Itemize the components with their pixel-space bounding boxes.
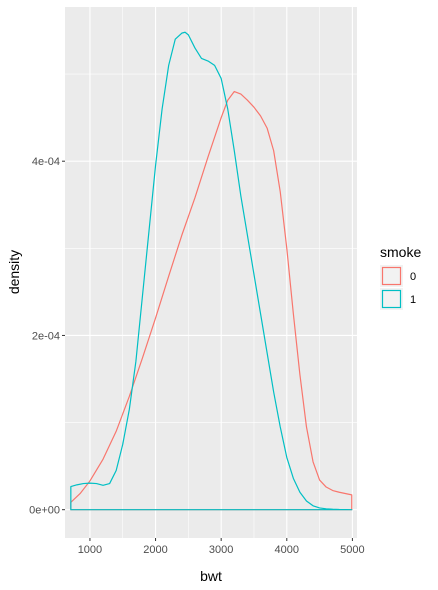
legend-title: smoke <box>380 244 421 260</box>
legend-label-0: 0 <box>410 271 416 283</box>
y-axis-title: density <box>6 250 22 294</box>
density-curve-1 <box>70 31 353 511</box>
y-tick-label: 0e+00 <box>29 505 60 517</box>
y-tick-label: 2e-04 <box>32 330 60 342</box>
x-tick-label: 5000 <box>340 544 364 556</box>
legend: smoke 01 <box>380 244 421 310</box>
x-axis-ticks: 1000 2000 3000 4000 5000 <box>78 538 365 556</box>
legend-key-0 <box>381 266 402 286</box>
x-tick-label: 1000 <box>78 544 102 556</box>
y-axis-ticks: 0e+00 2e-04 4e-04 <box>29 156 65 517</box>
x-tick-label: 3000 <box>209 544 233 556</box>
x-tick-label: 4000 <box>275 544 299 556</box>
legend-key-background <box>380 288 403 310</box>
density-curve-0 <box>70 90 353 511</box>
major-gridlines <box>65 7 357 538</box>
legend-key-1 <box>381 289 402 309</box>
plot-panel <box>65 7 357 538</box>
density-series <box>70 31 353 511</box>
legend-key-background <box>380 265 403 287</box>
y-tick-label: 4e-04 <box>32 156 60 168</box>
legend-items: 01 <box>380 265 416 310</box>
legend-label-1: 1 <box>410 294 416 306</box>
x-tick-label: 2000 <box>143 544 167 556</box>
x-axis-title: bwt <box>200 568 222 584</box>
